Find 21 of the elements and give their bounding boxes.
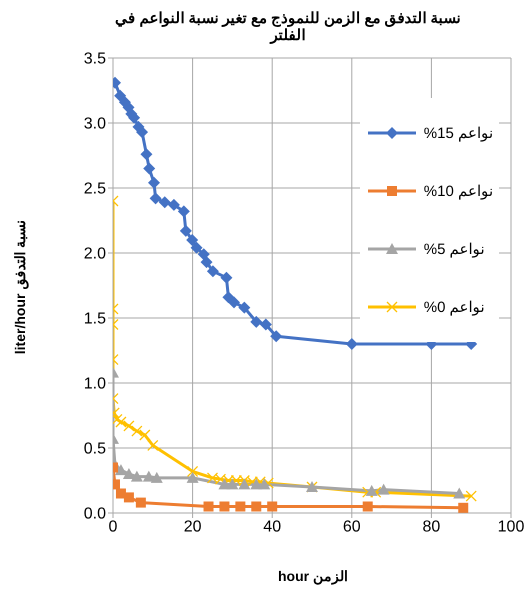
x-tick-label: 0 bbox=[108, 518, 118, 536]
y-tick-label: 3.0 bbox=[84, 116, 106, 133]
legend-label: نواعم 0% bbox=[424, 298, 485, 316]
legend-label: نواعم 10% bbox=[424, 182, 493, 200]
x-tick-label: 100 bbox=[498, 518, 524, 536]
x-axis-title: الزمن hour bbox=[277, 568, 349, 584]
legend-label: نواعم 15% bbox=[424, 124, 493, 142]
x-tick-label: 40 bbox=[263, 518, 282, 536]
y-tick-label: 3.5 bbox=[84, 50, 106, 68]
x-tick-label: 60 bbox=[342, 518, 361, 536]
y-tick-label: 0.5 bbox=[84, 440, 106, 458]
legend-label: نواعم 5% bbox=[424, 240, 485, 258]
y-axis-title: نسبة التدفق liter/hour bbox=[12, 218, 28, 356]
y-tick-label: 1.5 bbox=[84, 310, 106, 328]
chart-title: نسبة التدفق مع الزمن للنموذج مع تغير نسبة النواعم في الفلتر bbox=[114, 10, 462, 44]
y-tick-label: 2.0 bbox=[84, 246, 106, 263]
y-tick-label: 1.0 bbox=[84, 376, 106, 393]
y-tick-label: 2.5 bbox=[84, 180, 106, 198]
x-tick-label: 20 bbox=[184, 518, 202, 536]
y-tick-label: 0.0 bbox=[84, 506, 106, 523]
x-tick-label: 80 bbox=[422, 518, 440, 536]
